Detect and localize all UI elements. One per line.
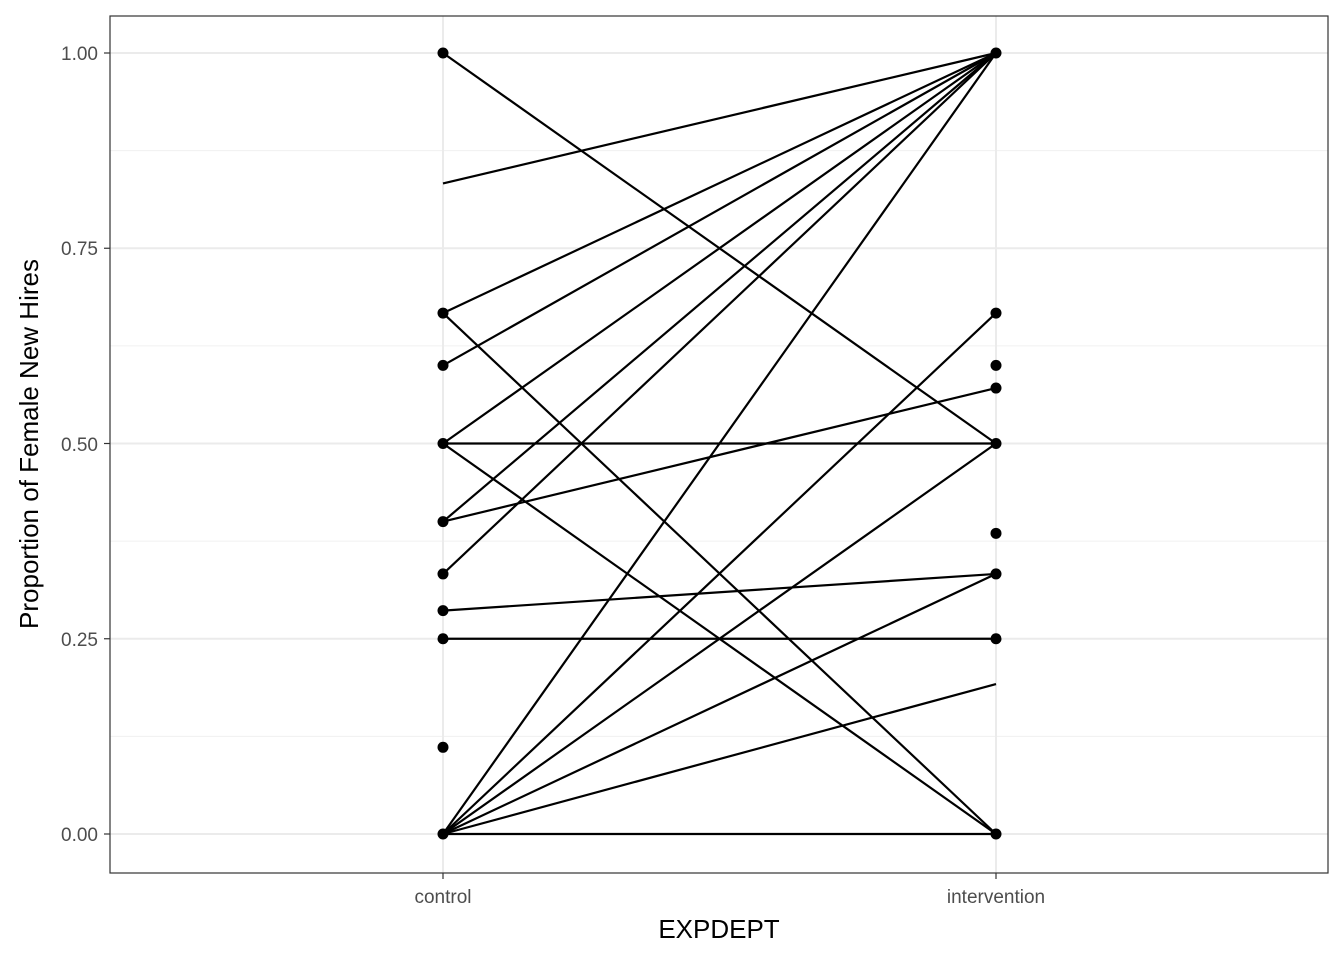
series-line [442, 52, 997, 835]
control-point [437, 828, 449, 840]
control-point [437, 605, 449, 617]
axis-ticks [104, 52, 997, 879]
series-line [442, 572, 997, 612]
y-tick-label-3: 0.75 [61, 239, 98, 260]
series-line [442, 386, 997, 523]
y-axis-title: Proportion of Female New Hires [14, 259, 44, 629]
intervention-point [990, 527, 1002, 539]
intervention-point [990, 633, 1002, 645]
intervention-point [990, 307, 1002, 319]
series-line [442, 682, 997, 836]
series-line [442, 52, 997, 367]
series-line [442, 52, 997, 523]
y-tick-label-1: 0.25 [61, 630, 98, 651]
series-line [442, 572, 997, 835]
series-line [442, 51, 997, 185]
y-tick-label-0: 0.00 [61, 825, 98, 846]
series-line [442, 312, 997, 835]
series-lines [442, 51, 997, 836]
control-point [437, 568, 449, 580]
intervention-point [990, 828, 1002, 840]
series-line [442, 442, 997, 835]
y-tick-label-2: 0.50 [61, 435, 98, 456]
intervention-point [990, 382, 1002, 394]
control-point [437, 741, 449, 753]
intervention-point [990, 359, 1002, 371]
series-line [442, 52, 997, 445]
y-tick-label-4: 1.00 [61, 44, 98, 65]
panel-border [109, 15, 1329, 874]
series-line [442, 52, 997, 315]
intervention-point [990, 438, 1002, 449]
intervention-point [990, 568, 1002, 580]
x-axis-title: EXPDEPT [658, 914, 779, 944]
data-points [437, 47, 1002, 840]
control-point [437, 516, 449, 528]
x-tick-label-control: control [414, 887, 471, 908]
x-tick-label-intervention: intervention [947, 887, 1045, 908]
control-point [437, 359, 449, 371]
intervention-point [990, 47, 1002, 59]
control-point [437, 633, 449, 645]
control-point [437, 307, 449, 319]
series-line [442, 52, 997, 575]
control-point [437, 438, 449, 449]
control-point [437, 47, 449, 59]
